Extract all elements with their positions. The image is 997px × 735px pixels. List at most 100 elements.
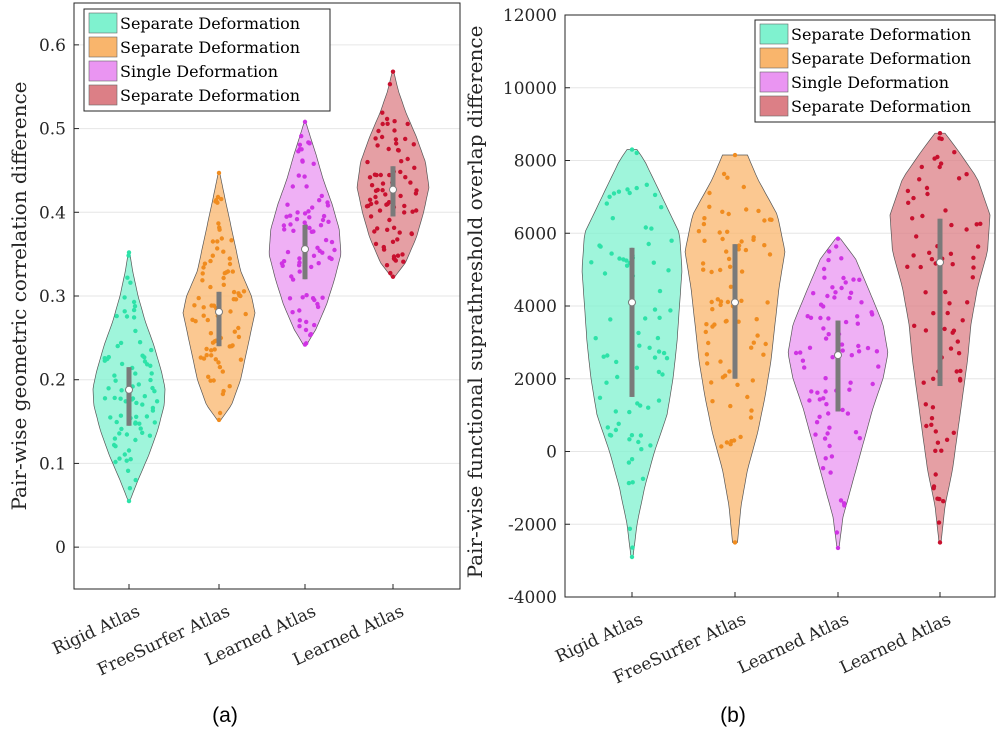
data-point bbox=[601, 354, 606, 359]
data-point bbox=[206, 374, 211, 379]
data-point bbox=[762, 218, 767, 223]
data-point bbox=[367, 175, 373, 180]
data-point bbox=[936, 520, 942, 525]
violin-3 bbox=[787, 236, 889, 551]
panel-label-a: (a) bbox=[212, 704, 238, 727]
data-point bbox=[629, 457, 635, 462]
data-point bbox=[137, 421, 142, 426]
data-point bbox=[751, 340, 756, 345]
data-point bbox=[192, 303, 197, 308]
data-point bbox=[722, 373, 728, 378]
data-point bbox=[196, 295, 201, 301]
data-point bbox=[219, 196, 224, 202]
data-point bbox=[409, 231, 414, 237]
data-point bbox=[958, 378, 963, 383]
data-point bbox=[385, 201, 390, 207]
data-point bbox=[288, 222, 293, 227]
data-point bbox=[219, 236, 224, 241]
data-point bbox=[745, 394, 750, 400]
median-marker bbox=[215, 307, 223, 316]
data-point bbox=[929, 416, 935, 421]
data-point bbox=[710, 307, 715, 312]
data-point bbox=[113, 378, 118, 383]
data-point bbox=[154, 399, 160, 404]
data-point bbox=[701, 267, 706, 272]
data-point bbox=[297, 256, 302, 261]
data-point bbox=[627, 526, 633, 531]
data-point bbox=[696, 229, 702, 234]
data-point bbox=[202, 261, 208, 266]
data-point bbox=[710, 324, 715, 329]
data-point bbox=[718, 302, 723, 308]
data-point bbox=[149, 371, 154, 376]
data-point bbox=[230, 269, 235, 274]
data-point bbox=[125, 468, 131, 473]
data-point bbox=[807, 345, 813, 350]
data-point bbox=[122, 452, 128, 457]
data-point bbox=[134, 400, 139, 406]
data-point bbox=[201, 305, 206, 310]
data-point bbox=[383, 192, 388, 197]
data-point bbox=[817, 414, 822, 419]
max-point bbox=[390, 69, 396, 74]
iqr-box bbox=[126, 367, 132, 426]
data-point bbox=[668, 308, 673, 313]
data-point bbox=[114, 313, 119, 319]
data-point bbox=[375, 143, 380, 148]
data-point bbox=[956, 351, 962, 356]
data-point bbox=[951, 430, 956, 435]
data-point bbox=[659, 205, 664, 210]
data-point bbox=[128, 457, 133, 462]
data-point bbox=[118, 413, 124, 418]
data-point bbox=[377, 208, 383, 213]
data-point bbox=[393, 137, 399, 142]
data-point bbox=[823, 456, 828, 461]
data-point bbox=[396, 148, 401, 153]
data-point bbox=[709, 269, 714, 275]
data-point bbox=[826, 316, 831, 321]
data-point bbox=[291, 228, 296, 233]
data-point bbox=[611, 191, 617, 196]
data-point bbox=[955, 339, 960, 344]
ytick-label: 12000 bbox=[503, 6, 557, 26]
iqr-box bbox=[835, 320, 841, 412]
legend-label: Separate Deformation bbox=[791, 49, 971, 68]
data-point bbox=[374, 200, 379, 205]
data-point bbox=[744, 207, 749, 212]
data-point bbox=[848, 290, 854, 295]
data-point bbox=[320, 250, 325, 255]
data-point bbox=[859, 300, 864, 305]
data-point bbox=[211, 378, 216, 383]
data-point bbox=[656, 349, 662, 354]
data-point bbox=[704, 322, 709, 327]
data-point bbox=[857, 436, 862, 441]
data-point bbox=[613, 409, 618, 414]
data-point bbox=[660, 372, 665, 377]
data-point bbox=[281, 259, 287, 264]
data-point bbox=[754, 317, 759, 322]
data-point bbox=[975, 244, 981, 249]
max-point bbox=[216, 170, 222, 176]
data-point bbox=[212, 347, 217, 352]
data-point bbox=[233, 297, 239, 302]
data-point bbox=[701, 221, 707, 227]
data-point bbox=[395, 253, 401, 258]
data-point bbox=[285, 202, 290, 207]
violin-4 bbox=[889, 131, 991, 545]
data-point bbox=[149, 347, 154, 353]
data-point bbox=[705, 361, 710, 366]
data-point bbox=[839, 342, 845, 347]
max-point bbox=[629, 147, 635, 152]
data-point bbox=[208, 258, 213, 264]
data-point bbox=[710, 399, 715, 404]
data-point bbox=[657, 288, 663, 294]
legend-swatch bbox=[759, 95, 789, 117]
data-point bbox=[144, 414, 150, 419]
data-point bbox=[221, 282, 226, 287]
data-point bbox=[874, 349, 880, 354]
data-point bbox=[853, 430, 859, 435]
median-marker bbox=[628, 298, 636, 307]
data-point bbox=[763, 341, 768, 347]
data-point bbox=[834, 244, 839, 249]
data-point bbox=[938, 161, 944, 166]
